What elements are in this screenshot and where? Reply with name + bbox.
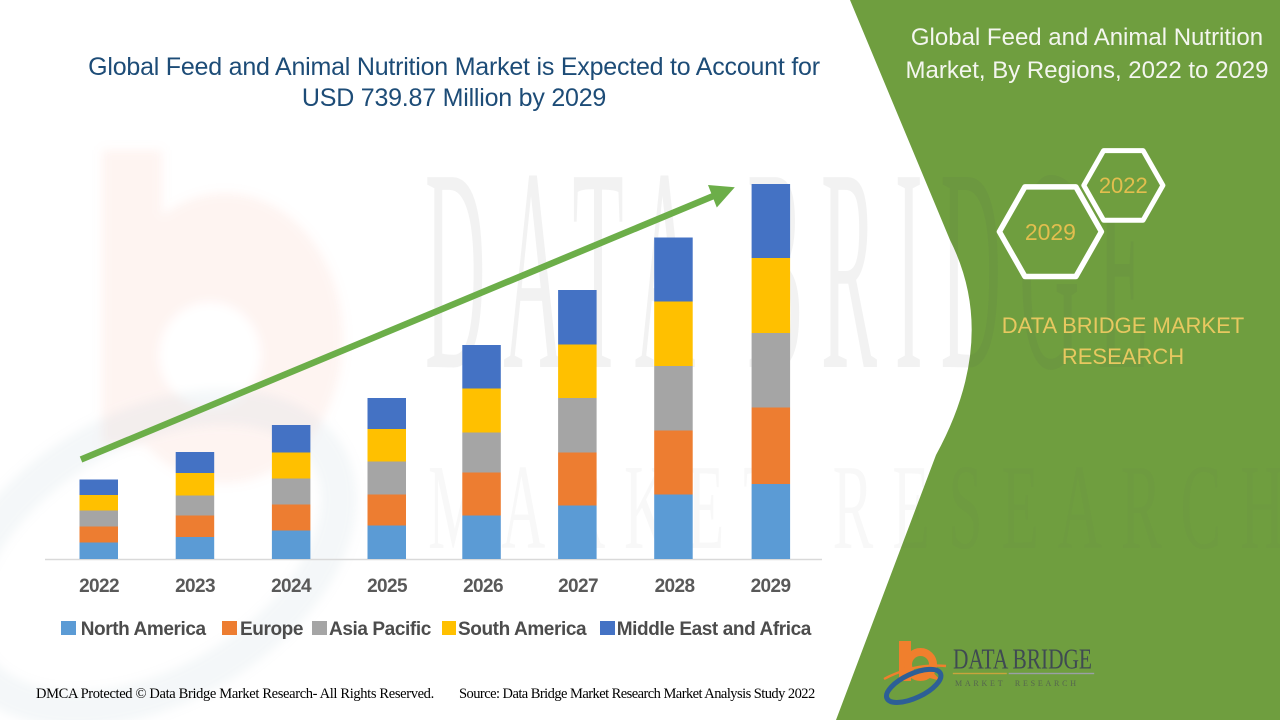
svg-text:2029: 2029 <box>1025 219 1076 245</box>
svg-text:MARKET RESEARCH: MARKET RESEARCH <box>428 439 1280 574</box>
svg-text:DATA BRIDGE: DATA BRIDGE <box>953 644 1092 676</box>
svg-text:MARKET RESEARCH: MARKET RESEARCH <box>955 679 1076 688</box>
svg-text:2022: 2022 <box>1099 173 1148 198</box>
